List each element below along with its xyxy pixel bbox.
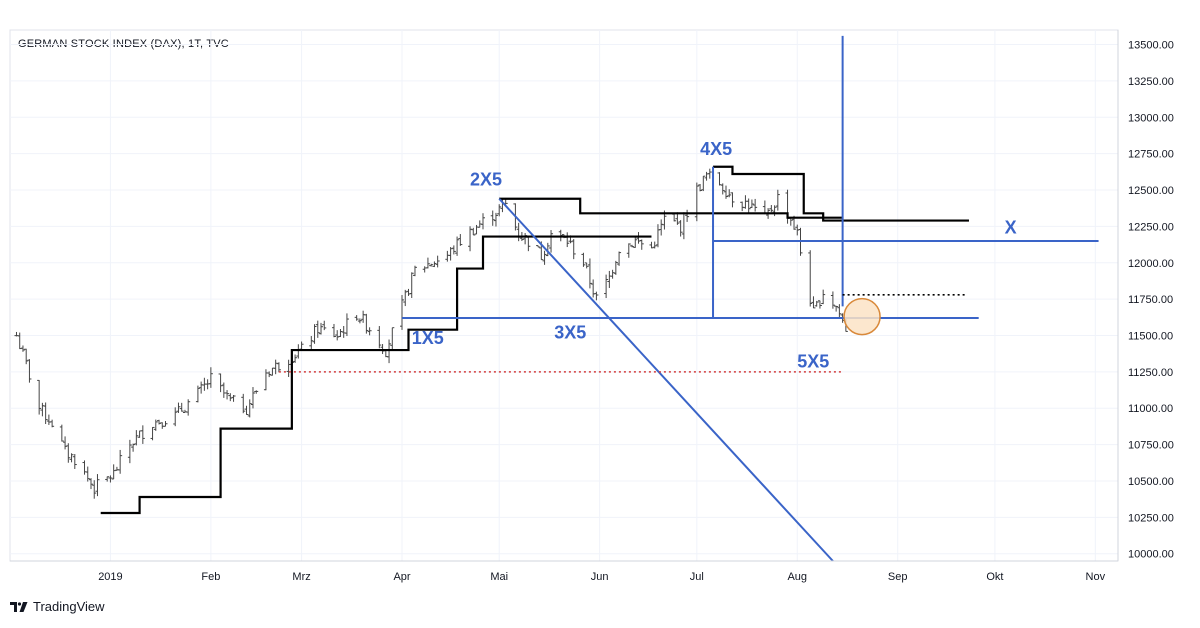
x-tick-label: Feb: [201, 571, 220, 583]
step-levels: [100, 165, 969, 515]
y-tick-label: 12750.00: [1128, 149, 1174, 161]
annotation-label: 3X5: [554, 322, 586, 342]
x-tick-label: Apr: [393, 571, 410, 583]
x-tick-label: 2019: [98, 571, 122, 583]
x-tick-label: Nov: [1086, 571, 1106, 583]
y-tick-label: 12250.00: [1128, 221, 1174, 233]
y-tick-label: 12000.00: [1128, 258, 1174, 270]
step-level-line: [499, 197, 843, 219]
annotation-label: 1X5: [412, 328, 444, 348]
annotation-label: 4X5: [700, 139, 732, 159]
x-tick-label: Sep: [888, 571, 908, 583]
y-tick-label: 10250.00: [1128, 512, 1174, 524]
y-tick-label: 10000.00: [1128, 549, 1174, 561]
y-tick-label: 13000.00: [1128, 112, 1174, 124]
annotation-label: X: [1005, 218, 1017, 238]
y-tick-label: 10750.00: [1128, 440, 1174, 452]
annotations: 1X5 2X5 3X5 4X5 5X5 X: [412, 139, 1017, 371]
y-tick-label: 13500.00: [1128, 40, 1174, 52]
brand: TradingView: [10, 599, 105, 614]
x-tick-label: Jul: [690, 571, 704, 583]
y-tick-label: 11000.00: [1128, 403, 1173, 415]
step-level-line: [100, 235, 652, 515]
highlight-circle-group: [843, 297, 881, 336]
x-axis: 2019 Feb Mrz Apr Mai Jun Jul Aug Sep Okt Nov: [10, 560, 1118, 583]
annotation-label: 5X5: [797, 352, 829, 372]
x-tick-label: Okt: [986, 571, 1003, 583]
chart-title: GERMAN STOCK INDEX (DAX), 1T, TVC: [18, 38, 229, 50]
y-tick-label: 11250.00: [1128, 367, 1173, 379]
y-tick-label: 10500.00: [1128, 476, 1174, 488]
highlight-circle: [843, 297, 881, 336]
x-tick-label: Mai: [490, 571, 508, 583]
x-tick-label: Mrz: [292, 571, 310, 583]
brand-name: TradingView: [33, 599, 105, 614]
y-tick-label: 13250.00: [1128, 76, 1174, 88]
y-axis: 10000.00 10250.00 10500.00 10750.00 11000.00…: [1117, 30, 1174, 561]
y-tick-label: 11750.00: [1128, 294, 1173, 306]
y-tick-label: 11500.00: [1128, 331, 1173, 343]
tradingview-logo-icon: [10, 601, 28, 612]
grid: [9, 29, 1119, 562]
y-tick-label: 12500.00: [1128, 185, 1174, 197]
blue-diagonal: [498, 198, 834, 562]
trend-lines: [278, 35, 1099, 562]
x-tick-label: Jun: [591, 571, 609, 583]
step-level-line: [713, 165, 969, 222]
x-tick-label: Aug: [787, 571, 807, 583]
price-bars: [14, 168, 848, 499]
annotation-label: 2X5: [470, 170, 502, 190]
